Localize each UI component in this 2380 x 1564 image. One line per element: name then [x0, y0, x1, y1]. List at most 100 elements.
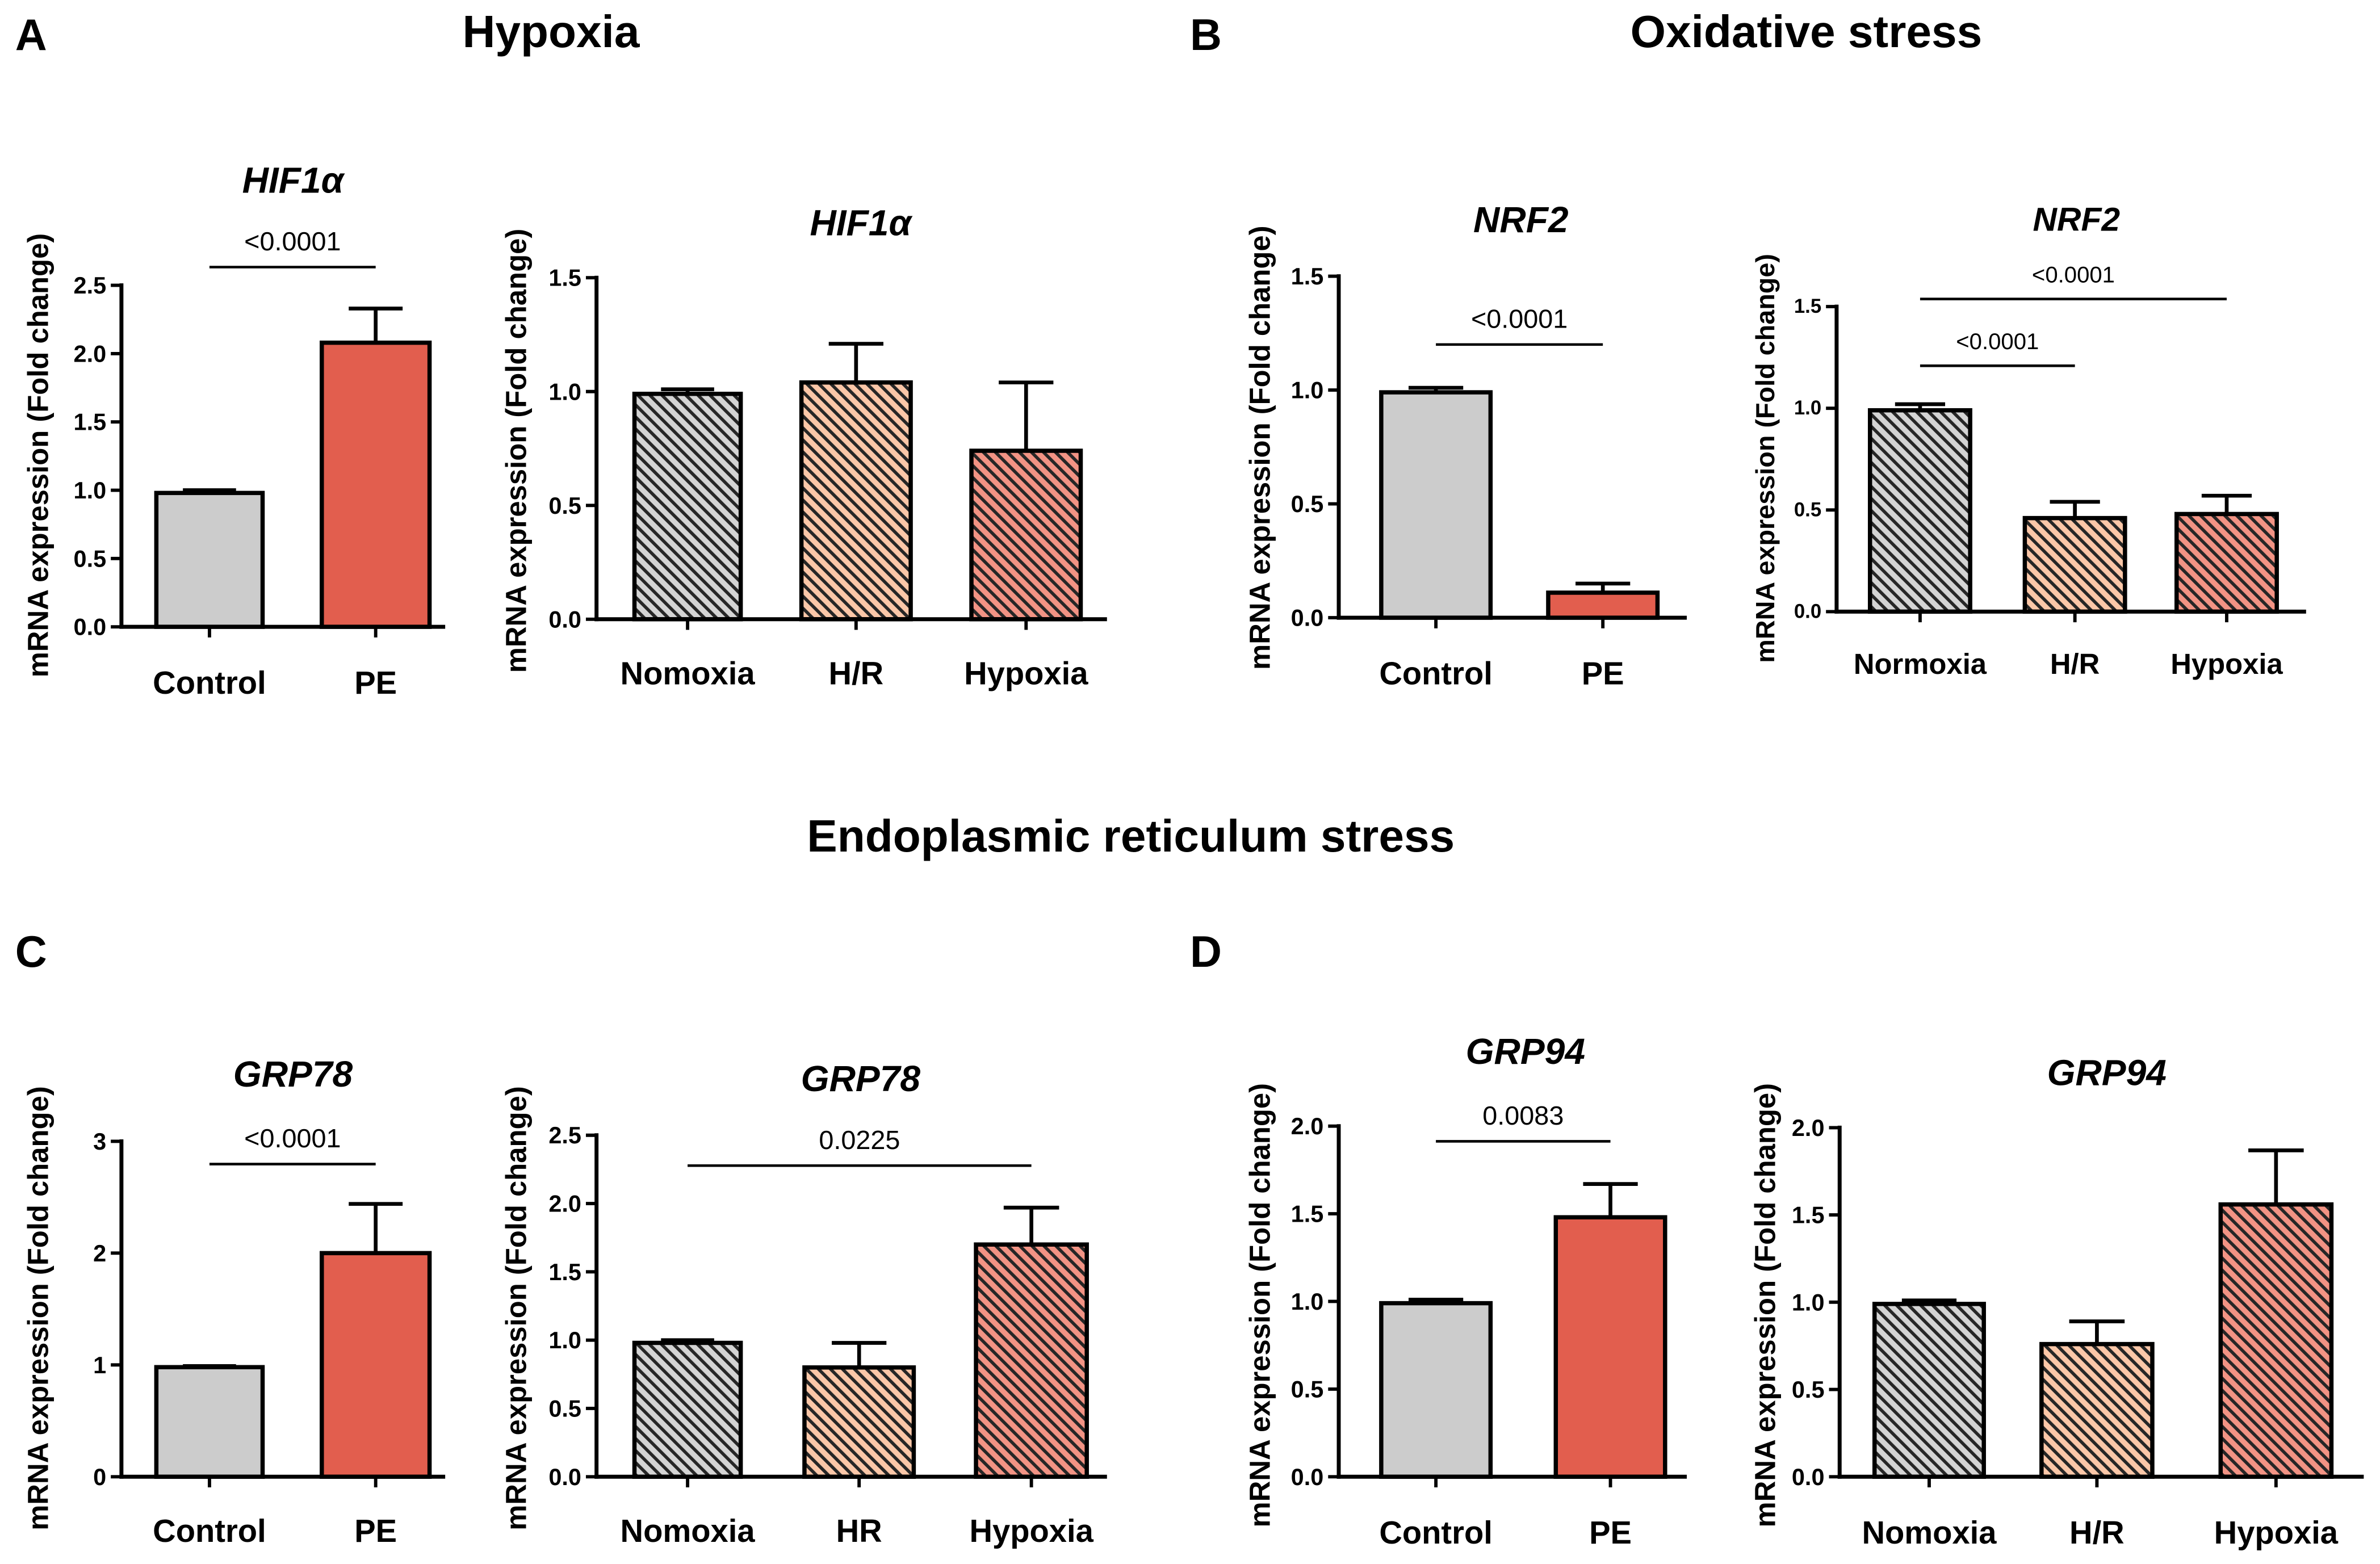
- y-tick-label: 0: [93, 1464, 106, 1490]
- x-tick-label-control: Control: [153, 665, 266, 701]
- bar-pe: [1546, 590, 1660, 620]
- chart-6-grp78: GRP78 mRNA expression (Fold change) Nomoxi…: [500, 1058, 1107, 1549]
- panel-label-d: D: [1190, 928, 1222, 976]
- bar-hypoxia: [2218, 1202, 2334, 1479]
- y-tick-label: 2.0: [1792, 1114, 1825, 1141]
- y-axis-label: mRNA expression (Fold change): [500, 229, 532, 673]
- bar-nomoxia: [632, 392, 743, 622]
- panel-label-b: B: [1190, 11, 1222, 60]
- x-tick-label-nomoxia: Nomoxia: [621, 656, 756, 691]
- chart-title: GRP94: [1466, 1031, 1585, 1072]
- bar-control: [1379, 1301, 1493, 1479]
- y-tick-label: 0.5: [1291, 1376, 1324, 1402]
- y-tick-label: 3: [93, 1128, 106, 1155]
- chart-3-nrf2: NRF2 mRNA expression (Fold change) Control…: [1243, 199, 1687, 691]
- bar-hypoxia: [969, 448, 1083, 622]
- y-tick-label: 1.5: [1291, 1201, 1324, 1227]
- y-tick-label: 0.0: [548, 1464, 581, 1490]
- y-axis-label: mRNA expression (Fold change): [1749, 1083, 1782, 1528]
- x-tick-label-nomoxia: Nomoxia: [1862, 1515, 1997, 1550]
- section-title-hypoxia: Hypoxia: [462, 6, 640, 57]
- x-tick-label-pe: PE: [354, 665, 397, 701]
- chart-7-grp94: GRP94 mRNA expression (Fold change) Contro…: [1243, 1031, 1687, 1550]
- significance-label: <0.0001: [1956, 329, 2039, 354]
- y-tick-label: 2.0: [74, 340, 107, 367]
- section-title-oxidative-stress: Oxidative stress: [1631, 6, 1983, 57]
- bar-pe: [320, 1251, 432, 1479]
- y-tick-label: 1.0: [74, 477, 107, 504]
- y-tick-label: 0.5: [1291, 490, 1324, 517]
- y-axis-label: mRNA expression (Fold change): [1750, 254, 1780, 663]
- y-axis-label: mRNA expression (Fold change): [500, 1086, 532, 1531]
- x-tick-label-hr: HR: [836, 1513, 882, 1549]
- bar-h-r: [2022, 515, 2127, 614]
- chart-title: GRP78: [233, 1054, 353, 1095]
- y-tick-label: 0.0: [1291, 1464, 1324, 1490]
- y-tick-label: 0.5: [74, 545, 107, 572]
- significance-label: 0.0083: [1482, 1101, 1564, 1130]
- y-tick-label: 1.5: [74, 409, 107, 435]
- bar-h-r: [799, 380, 913, 622]
- y-tick-label: 0.5: [1792, 1376, 1825, 1403]
- x-tick-label-pe: PE: [1589, 1515, 1632, 1550]
- x-tick-label-hypoxia: Hypoxia: [964, 656, 1088, 691]
- chart-2-hif1: HIF1α mRNA expression (Fold change) Nomoxi…: [500, 202, 1107, 691]
- chart-5-grp78: GRP78 mRNA expression (Fold change) Contro…: [22, 1054, 446, 1549]
- y-tick-label: 1.0: [548, 378, 581, 405]
- y-tick-label: 2.0: [548, 1190, 581, 1217]
- x-tick-label-nomoxia: Nomoxia: [621, 1513, 756, 1549]
- bar-hr: [802, 1365, 916, 1479]
- x-tick-label-h-r: H/R: [2050, 648, 2100, 680]
- significance-label: <0.0001: [1471, 304, 1568, 333]
- y-tick-label: 1.5: [548, 265, 581, 291]
- y-axis-label: mRNA expression (Fold change): [22, 1086, 54, 1531]
- y-tick-label: 0.5: [1794, 499, 1821, 521]
- y-tick-label: 1.0: [1291, 1288, 1324, 1315]
- x-tick-label-control: Control: [1379, 1515, 1493, 1550]
- y-axis-label: mRNA expression (Fold change): [1243, 225, 1276, 670]
- y-tick-label: 2.0: [1291, 1113, 1324, 1139]
- chart-title: HIF1α: [810, 202, 913, 243]
- bar-nomoxia: [632, 1340, 743, 1479]
- x-tick-label-h-r: H/R: [2069, 1515, 2125, 1550]
- y-axis-label: mRNA expression (Fold change): [1243, 1083, 1276, 1528]
- y-tick-label: 1: [93, 1352, 106, 1378]
- y-tick-label: 2: [93, 1240, 106, 1267]
- chart-title: GRP78: [801, 1058, 921, 1099]
- section-title-er-stress: Endoplasmic reticulum stress: [807, 810, 1455, 861]
- y-tick-label: 0.0: [548, 606, 581, 632]
- y-tick-label: 1.0: [548, 1327, 581, 1353]
- y-tick-label: 0.0: [1792, 1464, 1825, 1490]
- x-tick-label-control: Control: [153, 1513, 266, 1549]
- significance-label: <0.0001: [244, 1123, 341, 1153]
- chart-title: NRF2: [1473, 199, 1569, 240]
- chart-8-grp94: GRP94 mRNA expression (Fold change) Nomoxi…: [1749, 1053, 2364, 1550]
- y-tick-label: 1.5: [1291, 263, 1324, 290]
- x-tick-label-hypoxia: Hypoxia: [2214, 1515, 2339, 1550]
- charts-layer: HIF1α mRNA expression (Fold change) Contro…: [22, 160, 2364, 1550]
- bar-pe: [1553, 1215, 1667, 1479]
- x-tick-label-hypoxia: Hypoxia: [969, 1513, 1093, 1549]
- y-tick-label: 2.5: [74, 272, 107, 299]
- bar-control: [1379, 390, 1493, 620]
- y-tick-label: 0.0: [1291, 605, 1324, 631]
- y-tick-label: 0.0: [74, 614, 107, 640]
- bar-pe: [320, 340, 432, 629]
- y-tick-label: 1.5: [1794, 296, 1821, 317]
- panel-label-a: A: [15, 11, 47, 60]
- y-tick-label: 1.5: [548, 1259, 581, 1285]
- chart-title: HIF1α: [242, 160, 346, 201]
- bar-nomoxia: [1872, 1302, 1986, 1479]
- significance-label: 0.0225: [819, 1125, 900, 1155]
- bar-hypoxia: [2174, 511, 2279, 614]
- y-tick-label: 1.0: [1792, 1289, 1825, 1315]
- significance-label: <0.0001: [2032, 262, 2115, 287]
- bar-hypoxia: [974, 1242, 1089, 1479]
- x-tick-label-normoxia: Normoxia: [1854, 648, 1987, 680]
- y-tick-label: 1.5: [1792, 1202, 1825, 1228]
- y-tick-label: 2.5: [548, 1122, 581, 1148]
- x-tick-label-h-r: H/R: [829, 656, 884, 691]
- chart-1-hif1: HIF1α mRNA expression (Fold change) Contro…: [22, 160, 446, 701]
- panel-label-c: C: [15, 928, 47, 976]
